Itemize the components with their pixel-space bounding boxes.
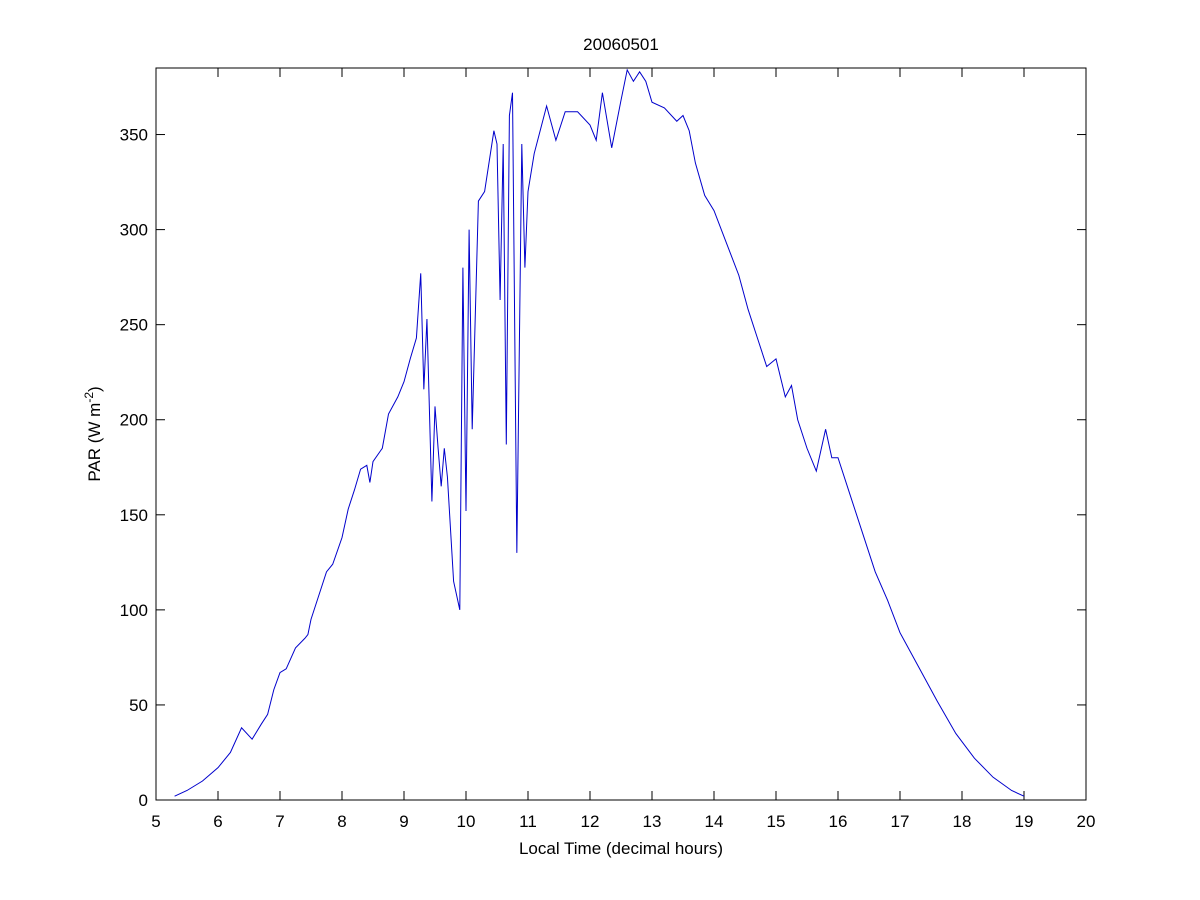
x-tick-label: 17 — [891, 812, 910, 831]
x-tick-label: 8 — [337, 812, 346, 831]
y-tick-label: 350 — [120, 126, 148, 145]
x-tick-label: 6 — [213, 812, 222, 831]
y-tick-label: 300 — [120, 221, 148, 240]
x-tick-label: 5 — [151, 812, 160, 831]
y-label-suffix: ) — [85, 386, 104, 392]
y-label-text: PAR (W m — [85, 403, 104, 482]
y-label-sup: -2 — [82, 392, 96, 403]
x-tick-label: 14 — [705, 812, 724, 831]
x-tick-label: 18 — [953, 812, 972, 831]
x-tick-label: 15 — [767, 812, 786, 831]
x-axis-label: Local Time (decimal hours) — [519, 839, 723, 858]
y-tick-label: 150 — [120, 506, 148, 525]
y-axis-label: PAR (W m-2) — [82, 386, 104, 481]
x-tick-label: 11 — [519, 812, 537, 831]
y-tick-label: 50 — [129, 696, 148, 715]
y-tick-label: 100 — [120, 601, 148, 620]
x-tick-label: 20 — [1077, 812, 1096, 831]
plot-frame — [155, 67, 1087, 801]
x-tick-label: 12 — [581, 812, 600, 831]
y-tick-label: 200 — [120, 411, 148, 430]
x-tick-label: 7 — [275, 812, 284, 831]
x-tick-label: 13 — [643, 812, 662, 831]
y-tick-label: 0 — [139, 791, 148, 810]
x-tick-label: 16 — [829, 812, 848, 831]
y-tick-label: 250 — [120, 316, 148, 335]
data-line — [174, 68, 1025, 797]
x-tick-label: 10 — [457, 812, 476, 831]
x-tick-label: 19 — [1015, 812, 1034, 831]
x-tick-label: 9 — [399, 812, 408, 831]
chart-title: 20060501 — [583, 35, 659, 54]
